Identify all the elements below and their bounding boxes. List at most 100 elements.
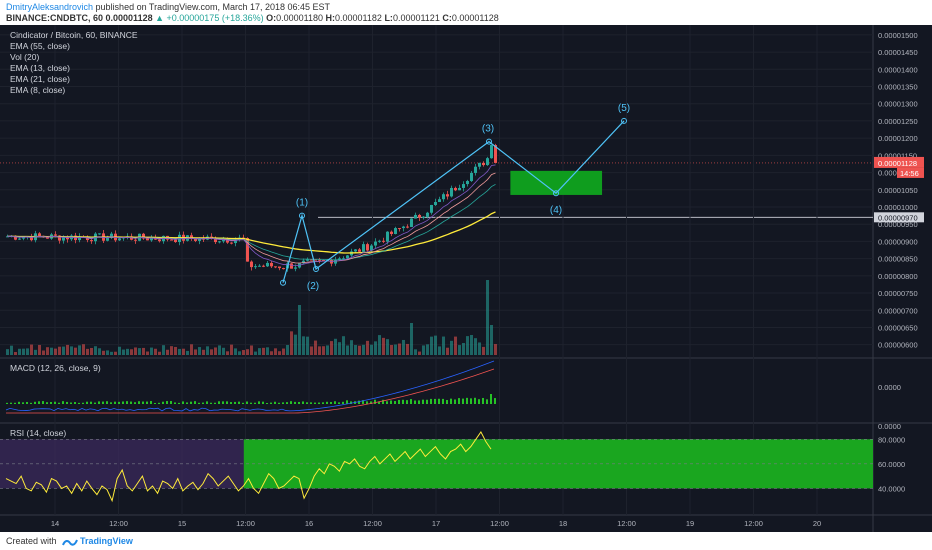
volume-bar	[18, 348, 21, 355]
volume-bar	[142, 347, 145, 355]
legend-title: Cindicator / Bitcoin, 60, BINANCE	[10, 30, 138, 40]
macd-histogram-bar	[402, 399, 404, 404]
volume-bar	[210, 349, 213, 355]
macd-histogram-bar	[34, 401, 36, 404]
macd-histogram-bar	[306, 402, 308, 404]
macd-histogram-bar	[246, 401, 248, 404]
time-tick-label: 18	[559, 519, 567, 528]
candle-body	[358, 249, 361, 252]
volume-bar	[290, 331, 293, 355]
volume-bar	[310, 346, 313, 355]
candle-body	[466, 181, 469, 185]
volume-bar	[322, 346, 325, 355]
volume-bar	[398, 343, 401, 355]
volume-bar	[230, 344, 233, 355]
volume-bar	[318, 346, 321, 355]
wave-label: (4)	[550, 205, 562, 216]
macd-histogram-bar	[14, 402, 16, 404]
candle-body	[142, 233, 145, 239]
macd-histogram-bar	[22, 402, 24, 404]
candle-body	[86, 237, 89, 241]
volume-bar	[150, 347, 153, 355]
macd-histogram-bar	[386, 401, 388, 404]
chart-canvas[interactable]: (1)(2)(3)(4)(5) 0.000015000.000014500.00…	[0, 25, 932, 532]
macd-histogram-bar	[314, 402, 316, 404]
time-tick-label: 14	[51, 519, 59, 528]
candle-body	[226, 239, 229, 243]
candle-body	[54, 234, 57, 236]
price-tick-label: 0.00001450	[878, 48, 918, 57]
macd-histogram-bar	[318, 402, 320, 404]
candle-body	[198, 237, 201, 241]
rsi-tick-label: 80.0000	[878, 435, 905, 444]
rsi-line	[5, 430, 492, 503]
low-label: L:	[384, 13, 393, 23]
volume-bar	[82, 344, 85, 355]
candle-body	[362, 244, 365, 252]
candle-body	[486, 158, 489, 166]
price-tick-label: 0.00001050	[878, 186, 918, 195]
volume-bar	[334, 338, 337, 355]
volume-bar	[406, 343, 409, 355]
volume-bar	[158, 351, 161, 355]
volume-bar	[354, 345, 357, 355]
target-zone-box	[510, 170, 603, 195]
macd-histogram-bar	[426, 399, 428, 404]
candle-body	[270, 262, 273, 267]
macd-histogram-bar	[222, 401, 224, 404]
candle-body	[370, 245, 373, 251]
candle-body	[426, 212, 429, 217]
wave-point	[313, 265, 319, 272]
time-tick-label: 12:00	[490, 519, 509, 528]
volume-bar	[218, 345, 221, 355]
macd-histogram-bar	[450, 398, 452, 404]
volume-bar	[226, 351, 229, 355]
candle-body	[174, 239, 177, 243]
macd-histogram-bar	[398, 400, 400, 404]
macd-histogram-bar	[66, 401, 68, 404]
macd-histogram-bar	[238, 401, 240, 404]
brand-link[interactable]: TradingView	[80, 536, 133, 546]
candle-body	[438, 199, 441, 203]
macd-histogram-bar	[118, 401, 120, 404]
rsi-label: RSI (14, close)	[10, 428, 66, 438]
volume-bar	[174, 346, 177, 355]
macd-histogram-bar	[10, 402, 12, 404]
macd-histogram-bar	[270, 402, 272, 404]
candle-body	[354, 249, 357, 252]
chart-area[interactable]: (1) (2) (3) (4) (5) 0.00001500 0.00001450 0.00…	[0, 25, 932, 532]
volume-bar	[166, 349, 169, 355]
macd-histogram-bar	[170, 401, 172, 404]
macd-histogram-bar	[142, 401, 144, 404]
tradingview-logo-icon	[62, 539, 78, 546]
candle-body	[134, 239, 137, 241]
macd-histogram-bar	[478, 399, 480, 404]
volume-bar	[250, 345, 253, 355]
time-axis: 14 12:00 15 12:00 16 12:00 17 12:00 18 12:00 19 12:…	[51, 519, 821, 528]
macd-histogram-bar	[162, 401, 164, 404]
candle-body	[246, 238, 249, 262]
macd-histogram-bar	[94, 402, 96, 404]
grid-lines	[0, 25, 873, 515]
elliott-wave-drawing[interactable]: (1) (2) (3) (4) (5)	[280, 103, 631, 292]
high-value: 0.00001182	[335, 13, 382, 23]
low-value: 0.00001121	[392, 13, 440, 23]
candle-body	[418, 214, 421, 218]
volume-bar	[258, 348, 261, 355]
price-tick-label: 0.00001400	[878, 65, 918, 74]
volume-bar	[162, 345, 165, 355]
macd-histogram-bar	[26, 401, 28, 404]
macd-tick-label: 0.0000	[878, 383, 901, 392]
author-link[interactable]: DmitryAleksandrovich	[6, 2, 94, 12]
volume-bar	[394, 344, 397, 355]
price-tick-label: 0.00000700	[878, 306, 918, 315]
price-tick-label: 0.00000950	[878, 220, 918, 229]
candle-body	[290, 263, 293, 269]
macd-histogram-bar	[190, 401, 192, 404]
volume-bar	[22, 348, 25, 355]
macd-histogram-bar	[266, 402, 268, 404]
price-tick-label: 0.00000750	[878, 289, 918, 298]
candle-body	[494, 145, 497, 163]
volume-bar	[286, 345, 289, 355]
volume-bar	[282, 348, 285, 355]
